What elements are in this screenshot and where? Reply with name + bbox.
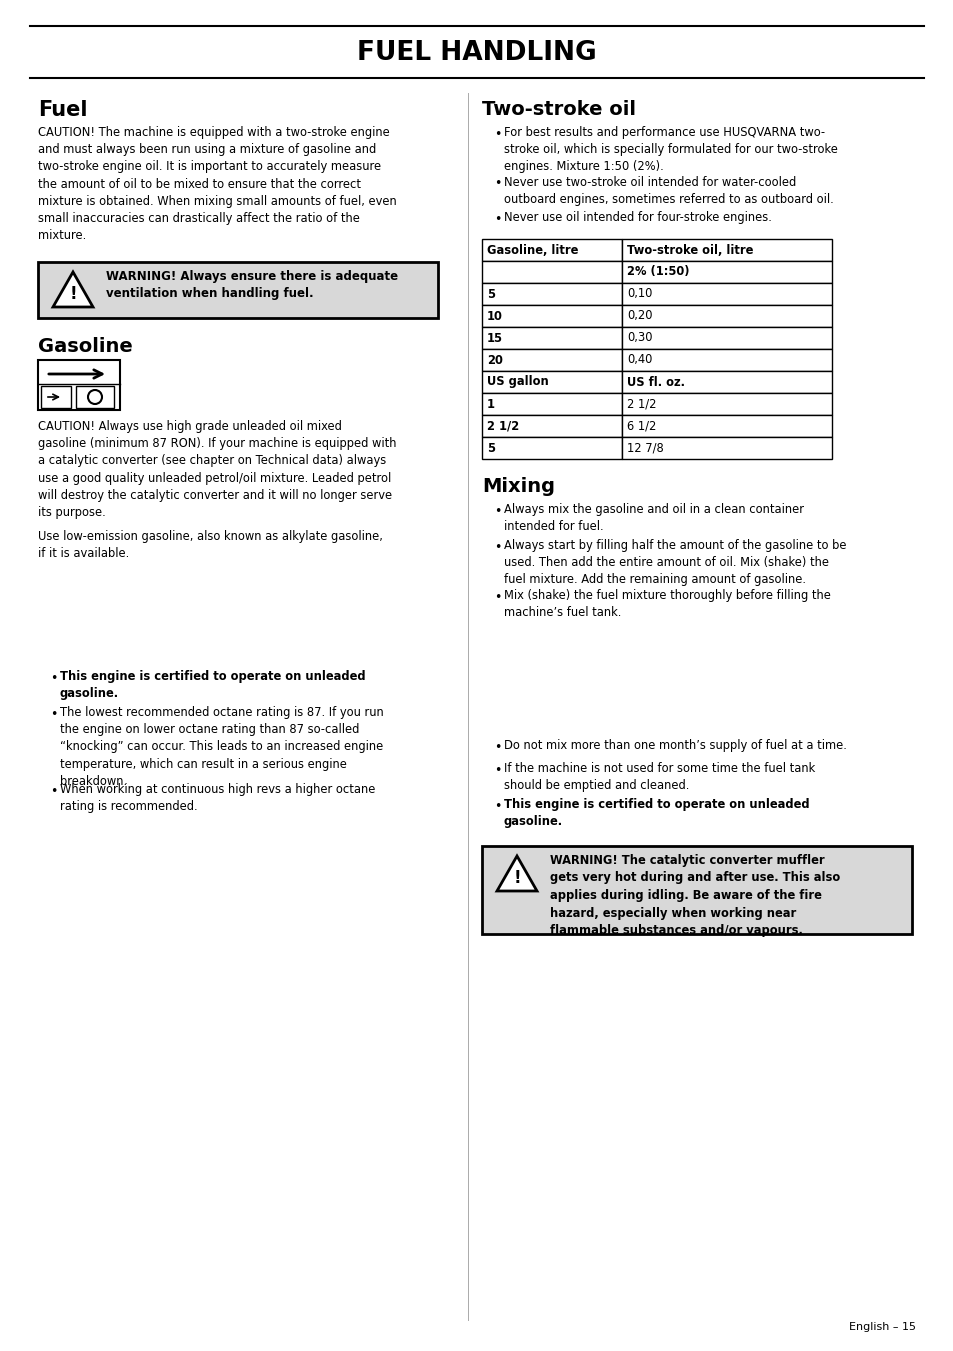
Text: WARNING! The catalytic converter muffler
gets very hot during and after use. Thi: WARNING! The catalytic converter muffler… bbox=[550, 854, 840, 938]
FancyBboxPatch shape bbox=[481, 261, 621, 282]
Text: US gallon: US gallon bbox=[486, 376, 548, 389]
FancyBboxPatch shape bbox=[38, 262, 437, 317]
Text: •: • bbox=[494, 540, 501, 554]
FancyBboxPatch shape bbox=[481, 372, 621, 393]
Text: 2 1/2: 2 1/2 bbox=[486, 420, 518, 432]
FancyBboxPatch shape bbox=[76, 386, 113, 408]
Text: WARNING! Always ensure there is adequate
ventilation when handling fuel.: WARNING! Always ensure there is adequate… bbox=[106, 270, 397, 300]
Text: Never use two-stroke oil intended for water-cooled
outboard engines, sometimes r: Never use two-stroke oil intended for wa… bbox=[503, 176, 833, 205]
Text: 5: 5 bbox=[486, 442, 495, 454]
FancyBboxPatch shape bbox=[481, 415, 621, 436]
FancyBboxPatch shape bbox=[481, 846, 911, 934]
Text: Use low-emission gasoline, also known as alkylate gasoline,
if it is available.: Use low-emission gasoline, also known as… bbox=[38, 530, 382, 561]
FancyBboxPatch shape bbox=[481, 239, 621, 261]
Text: Never use oil intended for four-stroke engines.: Never use oil intended for four-stroke e… bbox=[503, 212, 771, 224]
Text: Two-stroke oil, litre: Two-stroke oil, litre bbox=[626, 243, 753, 257]
FancyBboxPatch shape bbox=[621, 261, 831, 282]
Text: 0,40: 0,40 bbox=[626, 354, 652, 366]
Text: FUEL HANDLING: FUEL HANDLING bbox=[356, 41, 597, 66]
Text: For best results and performance use HUSQVARNA two-
stroke oil, which is special: For best results and performance use HUS… bbox=[503, 126, 837, 173]
Text: !: ! bbox=[70, 285, 77, 303]
Text: Mixing: Mixing bbox=[481, 477, 555, 496]
Text: •: • bbox=[494, 177, 501, 190]
FancyBboxPatch shape bbox=[621, 349, 831, 372]
Polygon shape bbox=[53, 272, 92, 307]
Text: If the machine is not used for some time the fuel tank
should be emptied and cle: If the machine is not used for some time… bbox=[503, 762, 815, 792]
Text: This engine is certified to operate on unleaded
gasoline.: This engine is certified to operate on u… bbox=[60, 670, 365, 700]
Text: Gasoline, litre: Gasoline, litre bbox=[486, 243, 578, 257]
FancyBboxPatch shape bbox=[481, 349, 621, 372]
Text: This engine is certified to operate on unleaded
gasoline.: This engine is certified to operate on u… bbox=[503, 798, 809, 828]
Text: Always mix the gasoline and oil in a clean container
intended for fuel.: Always mix the gasoline and oil in a cle… bbox=[503, 503, 803, 534]
FancyBboxPatch shape bbox=[38, 359, 120, 409]
Text: 0,30: 0,30 bbox=[626, 331, 652, 345]
Text: Do not mix more than one month’s supply of fuel at a time.: Do not mix more than one month’s supply … bbox=[503, 739, 846, 753]
Text: 1: 1 bbox=[486, 397, 495, 411]
Text: !: ! bbox=[513, 869, 520, 888]
Text: •: • bbox=[50, 785, 57, 797]
FancyBboxPatch shape bbox=[621, 436, 831, 459]
Text: Two-stroke oil: Two-stroke oil bbox=[481, 100, 636, 119]
Text: 15: 15 bbox=[486, 331, 502, 345]
Text: Mix (shake) the fuel mixture thoroughly before filling the
machine’s fuel tank.: Mix (shake) the fuel mixture thoroughly … bbox=[503, 589, 830, 619]
Text: CAUTION! Always use high grade unleaded oil mixed
gasoline (minimum 87 RON). If : CAUTION! Always use high grade unleaded … bbox=[38, 420, 396, 519]
Text: •: • bbox=[494, 128, 501, 141]
Text: •: • bbox=[494, 742, 501, 754]
Text: •: • bbox=[494, 800, 501, 813]
Text: Fuel: Fuel bbox=[38, 100, 88, 120]
Text: CAUTION! The machine is equipped with a two-stroke engine
and must always been r: CAUTION! The machine is equipped with a … bbox=[38, 126, 396, 242]
FancyBboxPatch shape bbox=[621, 393, 831, 415]
FancyBboxPatch shape bbox=[621, 305, 831, 327]
Text: 2 1/2: 2 1/2 bbox=[626, 397, 656, 411]
Text: Always start by filling half the amount of the gasoline to be
used. Then add the: Always start by filling half the amount … bbox=[503, 539, 845, 586]
Text: When working at continuous high revs a higher octane
rating is recommended.: When working at continuous high revs a h… bbox=[60, 782, 375, 813]
Text: 12 7/8: 12 7/8 bbox=[626, 442, 663, 454]
FancyBboxPatch shape bbox=[621, 282, 831, 305]
Text: Gasoline: Gasoline bbox=[38, 336, 132, 357]
Text: 5: 5 bbox=[486, 288, 495, 300]
Text: •: • bbox=[50, 671, 57, 685]
Text: 10: 10 bbox=[486, 309, 502, 323]
FancyBboxPatch shape bbox=[481, 327, 621, 349]
FancyBboxPatch shape bbox=[481, 305, 621, 327]
Text: •: • bbox=[494, 765, 501, 777]
Text: •: • bbox=[494, 213, 501, 227]
Text: •: • bbox=[494, 590, 501, 604]
Text: US fl. oz.: US fl. oz. bbox=[626, 376, 684, 389]
FancyBboxPatch shape bbox=[481, 282, 621, 305]
Text: English – 15: English – 15 bbox=[848, 1323, 915, 1332]
FancyBboxPatch shape bbox=[621, 415, 831, 436]
Text: 6 1/2: 6 1/2 bbox=[626, 420, 656, 432]
Text: 2% (1:50): 2% (1:50) bbox=[626, 266, 689, 278]
FancyBboxPatch shape bbox=[621, 327, 831, 349]
Text: 20: 20 bbox=[486, 354, 502, 366]
FancyBboxPatch shape bbox=[481, 393, 621, 415]
Polygon shape bbox=[497, 857, 537, 892]
FancyBboxPatch shape bbox=[621, 372, 831, 393]
Text: •: • bbox=[494, 505, 501, 517]
Text: 0,10: 0,10 bbox=[626, 288, 652, 300]
FancyBboxPatch shape bbox=[481, 436, 621, 459]
FancyBboxPatch shape bbox=[41, 386, 71, 408]
FancyBboxPatch shape bbox=[621, 239, 831, 261]
Text: 0,20: 0,20 bbox=[626, 309, 652, 323]
Text: •: • bbox=[50, 708, 57, 721]
Text: The lowest recommended octane rating is 87. If you run
the engine on lower octan: The lowest recommended octane rating is … bbox=[60, 707, 383, 788]
